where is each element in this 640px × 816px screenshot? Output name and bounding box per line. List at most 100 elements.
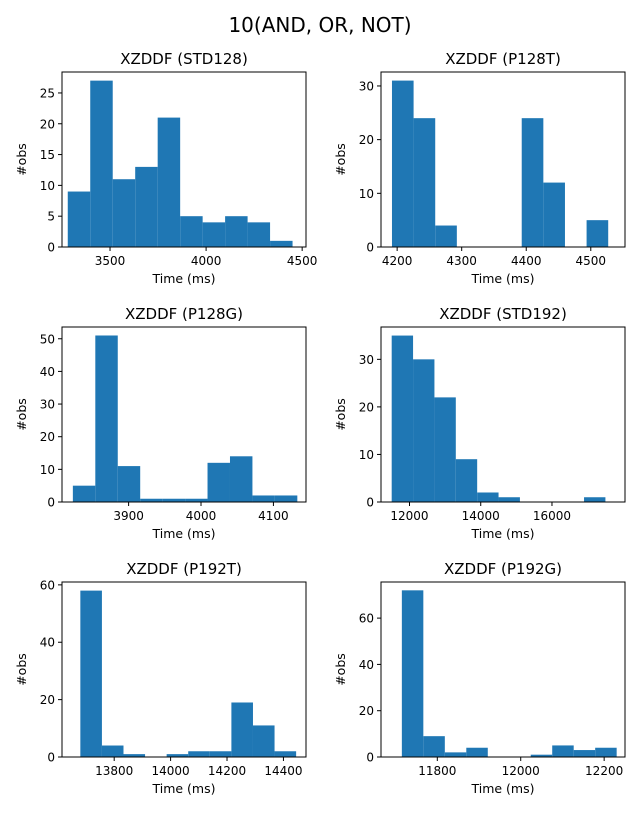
- figure-title: 10(AND, OR, NOT): [228, 13, 411, 37]
- y-axis-label: #obs: [14, 143, 29, 176]
- histogram-bar: [274, 751, 297, 757]
- plot-frame: [61, 581, 307, 758]
- x-tick-label: 12200: [585, 764, 623, 778]
- histogram-bar: [80, 590, 102, 757]
- x-tick-label: 4400: [511, 254, 542, 268]
- panel-title: XZDDF (P128G): [125, 305, 243, 323]
- x-tick-label: 12000: [502, 764, 540, 778]
- histogram-bar: [95, 335, 118, 502]
- histogram-bar: [466, 747, 488, 757]
- histogram-bar: [274, 495, 298, 502]
- histogram-bar: [231, 702, 253, 757]
- y-tick-label: 20: [359, 133, 374, 147]
- histogram-bar: [123, 754, 146, 757]
- y-tick-label: 0: [47, 751, 55, 765]
- x-axis-label: Time (ms): [470, 271, 534, 286]
- y-tick-label: 30: [359, 79, 374, 93]
- y-tick-label: 60: [40, 578, 55, 592]
- x-tick-label: 12000: [390, 509, 428, 523]
- histogram-bar: [101, 745, 124, 757]
- histogram-bar: [140, 498, 163, 502]
- x-tick-label: 4200: [382, 254, 413, 268]
- x-tick-label: 4000: [191, 254, 222, 268]
- y-tick-label: 30: [40, 398, 55, 412]
- histogram-bar: [188, 751, 210, 757]
- histogram-bar: [207, 462, 230, 502]
- histogram-bar: [434, 397, 456, 502]
- y-tick-label: 20: [40, 430, 55, 444]
- histogram-bar: [498, 497, 520, 502]
- histogram-bar: [413, 359, 435, 502]
- histogram-bar: [543, 182, 565, 247]
- y-tick-label: 20: [40, 693, 55, 707]
- histogram-bar: [202, 222, 226, 247]
- y-tick-label: 40: [359, 658, 374, 672]
- y-tick-label: 25: [40, 86, 55, 100]
- y-tick-label: 0: [47, 496, 55, 510]
- histogram-panel-6: 11800 12000 12200 0 20 40 60 XZDDF (P192G) Time …: [333, 560, 626, 796]
- panel-title: XZDDF (STD192): [439, 305, 567, 323]
- plot-frame: [380, 581, 626, 758]
- histogram-bar: [444, 752, 467, 757]
- histogram-panel-5: 13800 14000 14200 14400 0 20 40 60 XZDDF (P192T)…: [14, 560, 307, 796]
- histogram-bar: [423, 736, 445, 757]
- x-tick-label: 14000: [152, 764, 190, 778]
- x-tick-label: 13800: [95, 764, 133, 778]
- x-tick-label: 11800: [418, 764, 456, 778]
- x-axis-label: Time (ms): [470, 526, 534, 541]
- histogram-bar: [252, 725, 275, 757]
- y-axis-label: #obs: [333, 143, 348, 176]
- y-tick-label: 0: [366, 241, 374, 255]
- x-tick-label: 3900: [113, 509, 144, 523]
- histogram-bar: [521, 118, 544, 247]
- histogram-bar: [72, 485, 96, 502]
- histogram-panel-2: 4200 4300 4400 4500 0 10 20 30 XZDDF (P128T) Time…: [333, 50, 626, 286]
- y-axis-label: #obs: [333, 653, 348, 686]
- histogram-bar: [413, 118, 436, 247]
- y-tick-label: 20: [40, 117, 55, 131]
- y-axis-label: #obs: [14, 653, 29, 686]
- y-axis-label: #obs: [333, 398, 348, 431]
- x-tick-label: 4100: [258, 509, 289, 523]
- histogram-bar: [225, 216, 248, 247]
- histogram-bar: [112, 179, 136, 247]
- x-tick-label: 4500: [576, 254, 607, 268]
- histogram-bar: [180, 216, 203, 247]
- plot-frame: [61, 71, 307, 248]
- panel-title: XZDDF (P192T): [126, 560, 242, 578]
- histogram-bar: [401, 590, 424, 757]
- x-tick-label: 4000: [186, 509, 217, 523]
- x-tick-label: 16000: [533, 509, 571, 523]
- histogram-bar: [90, 80, 113, 247]
- y-tick-label: 40: [40, 365, 55, 379]
- histogram-bar: [573, 750, 596, 757]
- plot-frame: [380, 326, 626, 503]
- y-tick-label: 20: [359, 704, 374, 718]
- x-axis-label: Time (ms): [151, 271, 215, 286]
- histogram-panel-4: 12000 14000 16000 0 10 20 30 XZDDF (STD192) Time…: [333, 305, 626, 541]
- histogram-bar: [67, 191, 91, 247]
- x-axis-label: Time (ms): [470, 781, 534, 796]
- y-tick-label: 20: [359, 400, 374, 414]
- x-tick-label: 3500: [95, 254, 126, 268]
- histogram-bar: [552, 745, 574, 757]
- y-tick-label: 15: [40, 148, 55, 162]
- histogram-bar: [595, 747, 617, 757]
- y-tick-label: 40: [40, 636, 55, 650]
- histogram-bar: [247, 222, 271, 247]
- y-tick-label: 30: [359, 353, 374, 367]
- x-tick-label: 14000: [462, 509, 500, 523]
- y-tick-label: 60: [359, 612, 374, 626]
- histogram-bar: [117, 466, 141, 502]
- y-tick-label: 50: [40, 332, 55, 346]
- y-tick-label: 0: [47, 241, 55, 255]
- histogram-bar: [270, 240, 293, 247]
- histogram-bar: [157, 117, 181, 247]
- y-axis-label: #obs: [14, 398, 29, 431]
- plot-frame: [380, 71, 626, 248]
- x-axis-label: Time (ms): [151, 526, 215, 541]
- panel-title: XZDDF (P128T): [445, 50, 561, 68]
- y-tick-label: 5: [47, 210, 55, 224]
- histogram-bar: [477, 492, 499, 502]
